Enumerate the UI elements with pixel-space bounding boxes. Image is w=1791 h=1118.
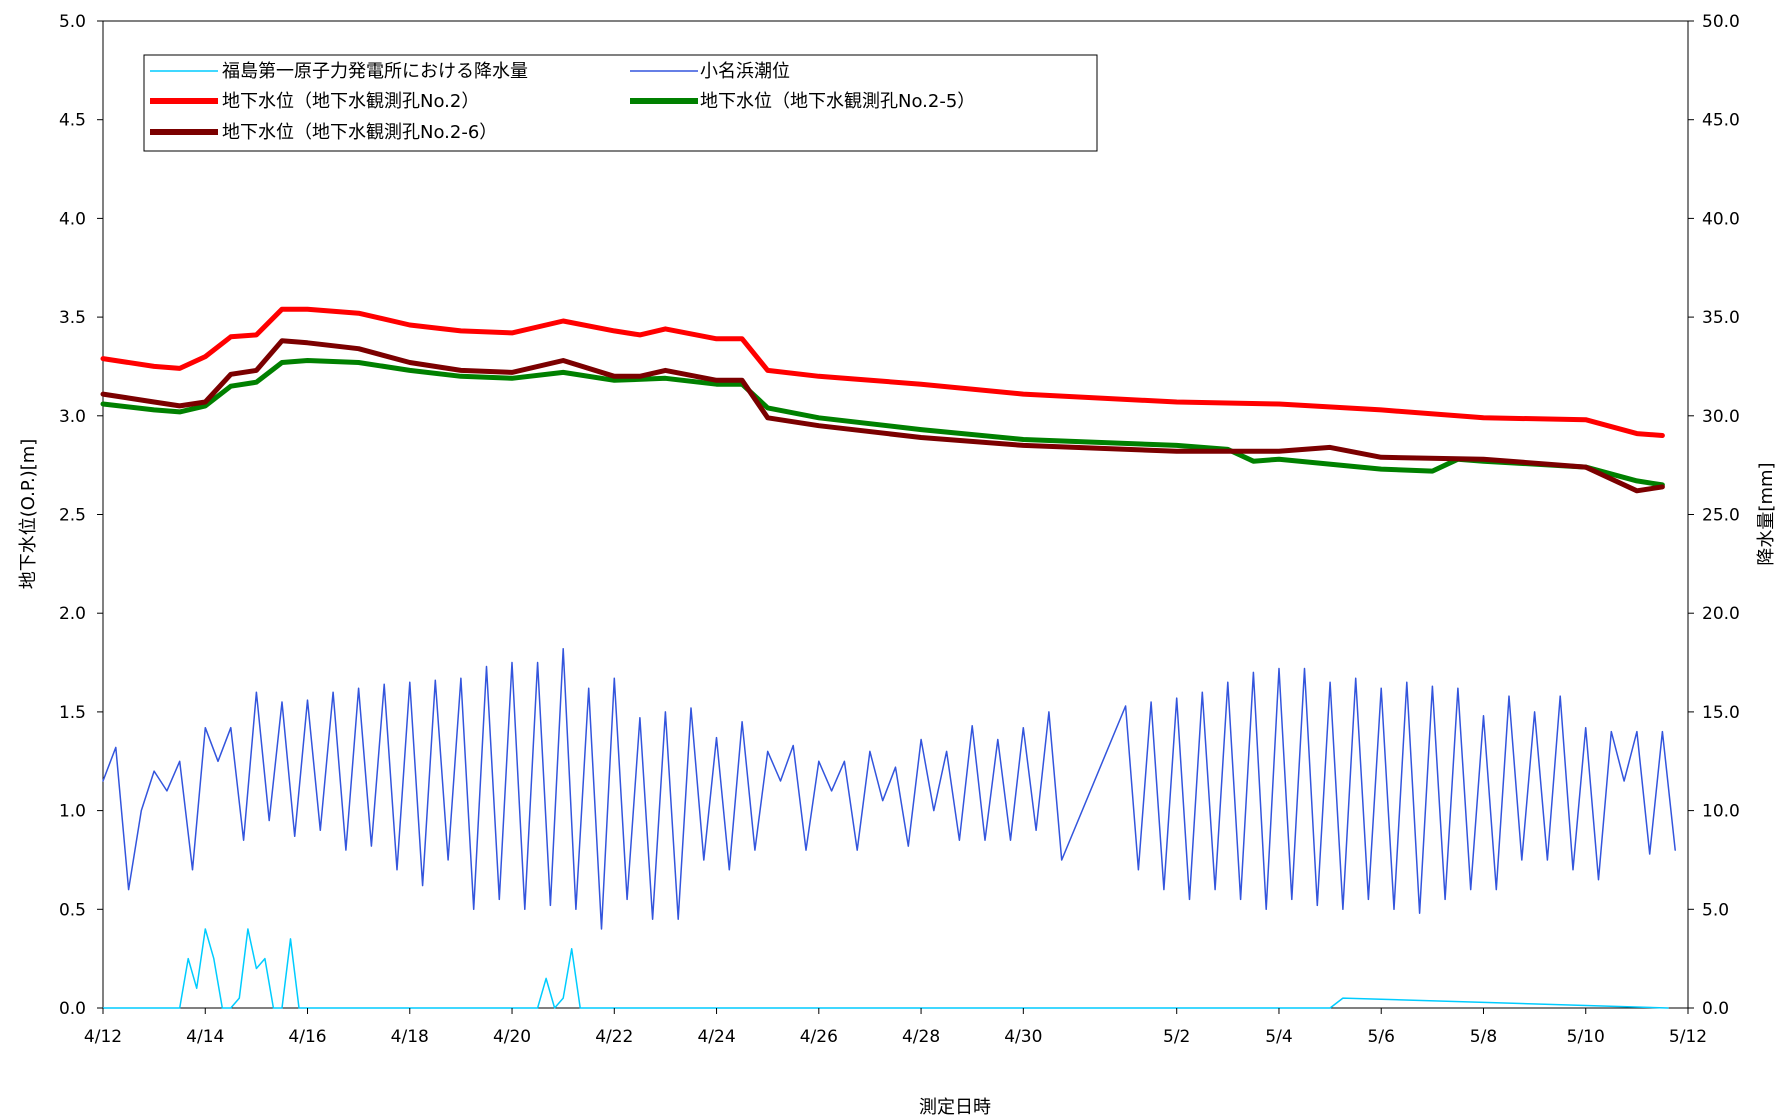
x-tick-label: 4/16: [288, 1027, 326, 1047]
y-left-tick-label: 3.0: [59, 407, 86, 427]
y-right-tick-label: 30.0: [1702, 407, 1740, 427]
y-axis-right-title: 降水量[mm]: [1756, 462, 1777, 565]
x-tick-label: 4/24: [697, 1027, 735, 1047]
x-tick-label: 4/22: [595, 1027, 633, 1047]
y-left-tick-label: 0.0: [59, 999, 86, 1019]
x-tick-label: 4/28: [902, 1027, 940, 1047]
legend-label-no2-5: 地下水位（地下水観測孔No.2-5）: [700, 91, 975, 112]
x-tick-label: 4/12: [84, 1027, 122, 1047]
y-left-tick-label: 2.5: [59, 506, 86, 526]
y-right-tick-label: 50.0: [1702, 12, 1740, 32]
legend-label-no2: 地下水位（地下水観測孔No.2）: [222, 91, 479, 112]
series-line: [102, 647, 1676, 930]
y-left-tick-label: 1.0: [59, 802, 86, 822]
plot-area: [102, 20, 1689, 1009]
x-tick-label: 4/26: [800, 1027, 838, 1047]
y-left-tick-label: 3.5: [59, 308, 86, 328]
legend-label-tide: 小名浜潮位: [700, 61, 790, 82]
series-layer: [100, 306, 1676, 1009]
y-right-tick-label: 45.0: [1702, 111, 1740, 131]
y-left-tick-label: 4.0: [59, 209, 86, 229]
x-axis-title: 測定日時: [919, 1097, 991, 1118]
y-left-tick-label: 0.5: [59, 900, 86, 920]
x-tick-label: 5/10: [1567, 1027, 1605, 1047]
y-right-tick-label: 5.0: [1702, 900, 1729, 920]
y-right-tick-label: 25.0: [1702, 506, 1740, 526]
series-line: [100, 338, 1665, 494]
y-right-tick-label: 40.0: [1702, 209, 1740, 229]
x-tick-label: 5/8: [1470, 1027, 1497, 1047]
legend-box: [143, 54, 1098, 152]
legend-label-rain: 福島第一原子力発電所における降水量: [222, 61, 528, 82]
legend-label-no2-6: 地下水位（地下水観測孔No.2-6）: [222, 122, 497, 143]
x-tick-label: 5/6: [1368, 1027, 1395, 1047]
y-left-tick-label: 2.0: [59, 604, 86, 624]
y-right-tick-label: 10.0: [1702, 802, 1740, 822]
x-tick-label: 5/4: [1265, 1027, 1292, 1047]
y-right-tick-label: 20.0: [1702, 604, 1740, 624]
ticks-layer: [97, 20, 1694, 1014]
y-left-tick-label: 4.5: [59, 111, 86, 131]
y-right-tick-label: 0.0: [1702, 999, 1729, 1019]
legend: 福島第一原子力発電所における降水量 小名浜潮位 地下水位（地下水観測孔No.2）…: [143, 54, 1098, 152]
y-left-tick-label: 1.5: [59, 703, 86, 723]
y-left-tick-label: 5.0: [59, 12, 86, 32]
series-line: [100, 358, 1665, 488]
labels-layer: 4/12 4/14 4/16 4/18 4/20 4/22 4/24 4/26 4/28 4/30…: [59, 12, 1740, 1047]
y-right-tick-label: 35.0: [1702, 308, 1740, 328]
x-tick-label: 4/20: [493, 1027, 531, 1047]
x-tick-label: 4/14: [186, 1027, 224, 1047]
y-axis-left-title: 地下水位(O.P.)[m]: [18, 439, 39, 590]
x-tick-label: 4/30: [1004, 1027, 1042, 1047]
y-right-tick-label: 15.0: [1702, 703, 1740, 723]
x-tick-label: 5/2: [1163, 1027, 1190, 1047]
x-tick-label: 5/12: [1669, 1027, 1707, 1047]
x-tick-label: 4/18: [391, 1027, 429, 1047]
